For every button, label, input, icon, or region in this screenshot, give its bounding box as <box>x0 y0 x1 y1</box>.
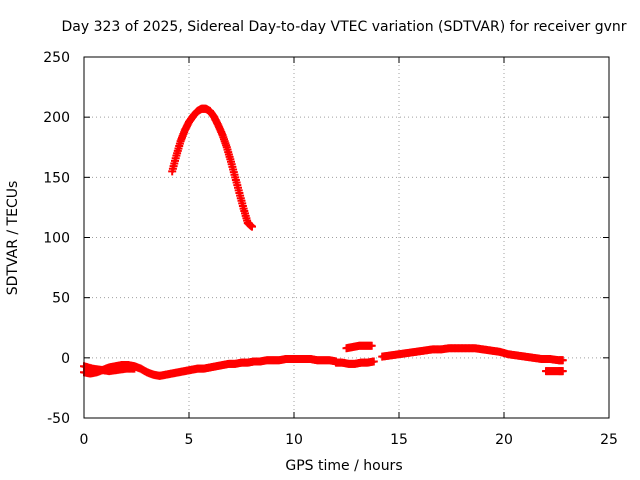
data-point-marker <box>369 357 378 366</box>
ticks-layer: 0 5 10 15 20 25 -50 0 50 100 150 200 250 <box>43 50 618 448</box>
series-arc-low-5 <box>542 367 567 376</box>
x-axis-label: GPS time / hours <box>285 458 402 474</box>
data-point-marker <box>558 356 567 365</box>
data-point-marker <box>367 341 376 350</box>
data-point-marker <box>130 364 139 373</box>
series-arc-high <box>168 104 256 231</box>
x-tick-label: 15 <box>390 432 408 448</box>
marks-layer <box>80 104 567 380</box>
x-tick-label: 5 <box>185 432 194 448</box>
y-tick-label: 150 <box>43 170 70 186</box>
y-tick-label: 250 <box>43 50 70 66</box>
chart-title: Day 323 of 2025, Sidereal Day-to-day VTE… <box>61 19 626 35</box>
y-tick-label: 100 <box>43 231 70 247</box>
series-arc-low-4 <box>378 344 567 365</box>
data-point-marker <box>248 222 256 231</box>
y-tick-label: 0 <box>61 351 70 367</box>
series-arc-low-3 <box>332 357 378 368</box>
x-tick-label: 20 <box>495 432 513 448</box>
x-tick-label: 0 <box>80 432 89 448</box>
series-arc-mid <box>342 341 376 353</box>
x-tick-label: 25 <box>600 432 618 448</box>
y-tick-label: 50 <box>52 291 70 307</box>
y-tick-label: 200 <box>43 110 70 126</box>
y-tick-label: -50 <box>47 411 70 427</box>
x-tick-label: 10 <box>285 432 303 448</box>
y-axis-label: SDTVAR / TECUs <box>5 181 21 296</box>
data-point-marker <box>558 367 567 376</box>
